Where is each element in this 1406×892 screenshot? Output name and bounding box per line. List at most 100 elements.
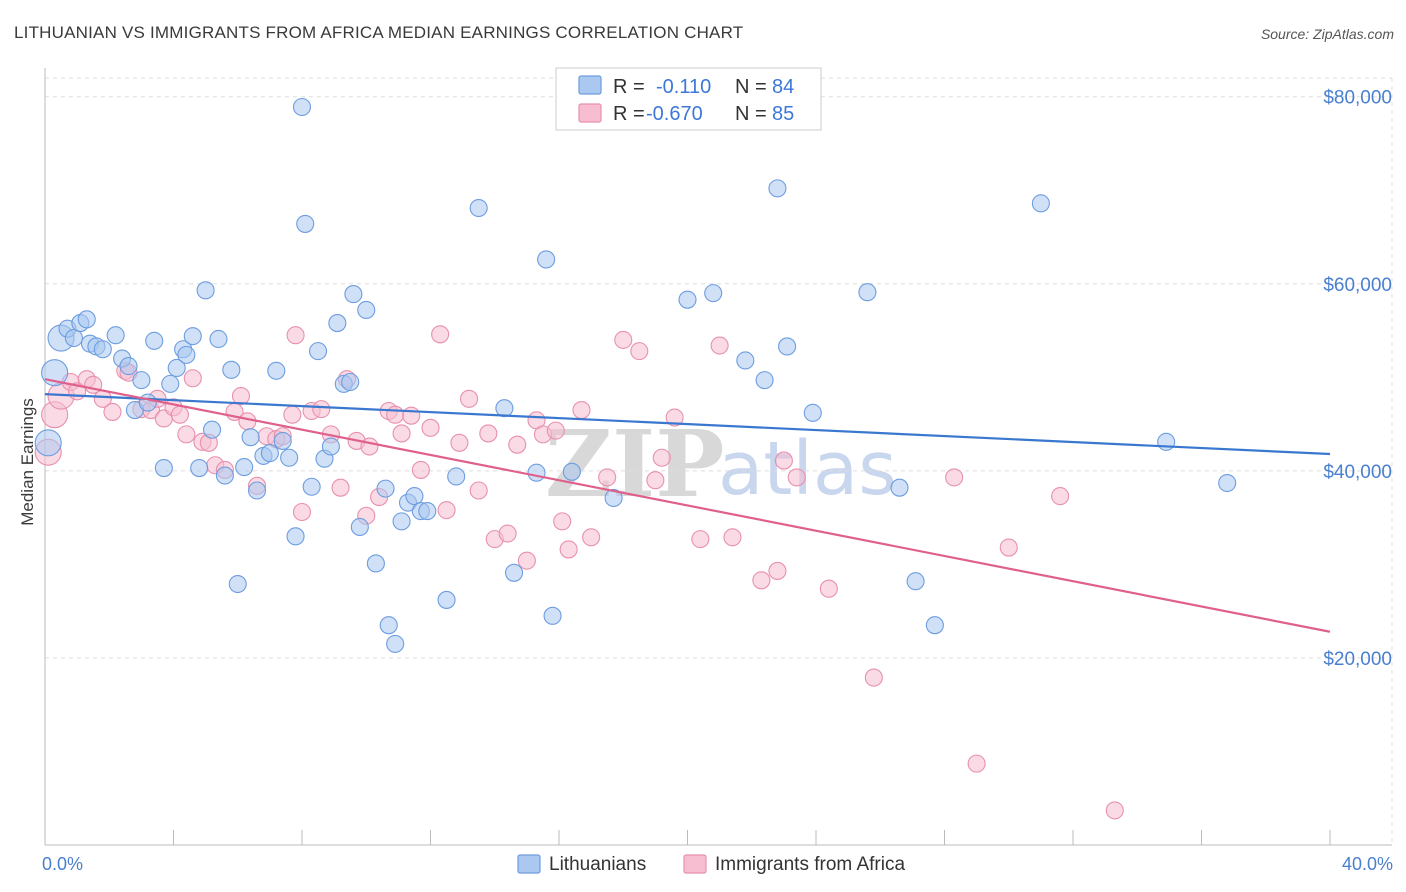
lithuanians-point-26 xyxy=(209,329,228,349)
source-label: Source: ZipAtlas.com xyxy=(1261,26,1394,42)
lithuanians-point-61 xyxy=(447,467,466,486)
lithuanians-point-6 xyxy=(77,310,96,329)
lithuanians-point-19 xyxy=(167,358,186,378)
immigrants-point-16 xyxy=(170,405,189,424)
immigrants-point-69 xyxy=(652,448,671,467)
lithuanians-point-4 xyxy=(64,328,83,348)
lithuanians-point-78 xyxy=(890,478,909,497)
legend-n-value-2: 85 xyxy=(772,103,794,125)
immigrants-point-8 xyxy=(103,402,122,421)
trend-line-immigrants xyxy=(44,378,1331,633)
legend-r-value-1: -0.110 xyxy=(656,76,711,98)
watermark-atlas: atlas xyxy=(718,426,897,512)
legend-swatch-lithuanians xyxy=(578,75,602,95)
immigrants-point-52 xyxy=(469,481,488,500)
lithuanians-point-17 xyxy=(154,458,173,478)
lithuanians-point-28 xyxy=(222,360,241,379)
immigrants-point-76 xyxy=(774,451,793,470)
immigrants-point-71 xyxy=(691,530,710,549)
immigrants-point-17 xyxy=(177,425,196,444)
immigrants-point-53 xyxy=(479,424,498,443)
lithuanians-point-62 xyxy=(469,198,488,218)
lithuanians-point-63 xyxy=(495,399,514,418)
lithuanians-point-37 xyxy=(280,448,299,467)
lithuanians-point-57 xyxy=(405,487,424,506)
chart-title: LITHUANIAN VS IMMIGRANTS FROM AFRICA MED… xyxy=(14,23,743,42)
lithuanians-point-83 xyxy=(1218,473,1237,493)
lithuanians-point-71 xyxy=(704,284,723,303)
lithuanians-point-44 xyxy=(321,437,340,456)
immigrants-point-77 xyxy=(787,468,806,487)
y-tick-label-1: $40,000 xyxy=(1323,462,1392,483)
immigrants-point-79 xyxy=(864,668,883,687)
y-axis-label: Median Earnings xyxy=(18,398,37,526)
immigrants-point-65 xyxy=(598,468,617,487)
immigrants-point-25 xyxy=(238,412,257,431)
y-tick-labels: $20,000 $40,000 $60,000 $80,000 xyxy=(1323,88,1392,670)
lithuanians-point-10 xyxy=(106,326,125,345)
immigrants-point-68 xyxy=(646,471,665,490)
lithuanians-point-82 xyxy=(1157,432,1176,451)
bottom-legend-swatch-immigrants xyxy=(683,854,707,874)
lithuanians-point-21 xyxy=(177,345,196,364)
immigrants-point-51 xyxy=(459,389,479,408)
immigrants-point-49 xyxy=(437,501,456,520)
immigrants-point-75 xyxy=(768,561,787,580)
lithuanians-point-40 xyxy=(296,214,315,233)
lithuanians-point-25 xyxy=(203,420,222,439)
lithuanians-point-30 xyxy=(235,458,254,477)
immigrants-point-48 xyxy=(431,325,450,344)
immigrants-point-24 xyxy=(231,386,251,406)
lithuanians-point-32 xyxy=(247,481,267,500)
immigrants-point-67 xyxy=(630,342,649,361)
lithuanians-point-12 xyxy=(119,357,138,376)
lithuanians-point-14 xyxy=(132,371,151,390)
immigrants-point-47 xyxy=(421,418,440,437)
lithuanians-point-15 xyxy=(138,393,157,412)
y-tick-label-0: $20,000 xyxy=(1323,649,1392,670)
legend-r-label-2: R = xyxy=(613,103,645,125)
immigrants-point-72 xyxy=(710,336,729,355)
lithuanians-point-75 xyxy=(778,337,797,356)
legend-n-label-1: N = xyxy=(735,76,767,98)
legend-r-label-1: R = xyxy=(613,76,645,98)
immigrants-point-74 xyxy=(752,571,771,590)
series-lithuanians-points xyxy=(34,97,1237,653)
y-tick-label-3: $80,000 xyxy=(1323,88,1392,109)
lithuanians-point-42 xyxy=(309,342,328,361)
immigrants-point-80 xyxy=(945,468,964,487)
lithuanians-point-74 xyxy=(768,179,787,198)
lithuanians-point-16 xyxy=(145,331,164,350)
y-tick-label-2: $60,000 xyxy=(1323,275,1392,296)
immigrants-point-34 xyxy=(312,400,331,419)
immigrants-point-60 xyxy=(546,421,565,440)
lithuanians-point-29 xyxy=(228,574,247,594)
lithuanians-point-76 xyxy=(803,403,822,422)
series-immigrants-points xyxy=(34,325,1124,820)
trend-line-lithuanians xyxy=(44,393,1331,456)
lithuanians-point-50 xyxy=(357,300,376,320)
immigrants-point-40 xyxy=(360,437,379,456)
lithuanians-point-60 xyxy=(437,590,456,609)
lithuanians-point-51 xyxy=(366,554,385,573)
immigrants-point-44 xyxy=(392,424,411,443)
lithuanians-point-45 xyxy=(328,314,347,333)
lithuanians-point-35 xyxy=(267,361,286,380)
immigrants-point-18 xyxy=(183,369,202,388)
immigrants-point-36 xyxy=(331,478,350,497)
lithuanians-point-38 xyxy=(286,527,305,546)
bottom-legend-swatch-lithuanians xyxy=(517,854,541,874)
lithuanians-point-69 xyxy=(604,488,623,508)
immigrants-point-43 xyxy=(386,405,405,424)
immigrants-point-31 xyxy=(286,326,305,345)
immigrants-point-83 xyxy=(1051,487,1070,506)
legend-swatch-immigrants xyxy=(578,103,602,123)
lithuanians-point-64 xyxy=(504,563,524,582)
lithuanians-point-66 xyxy=(537,250,556,269)
lithuanians-point-49 xyxy=(350,517,369,537)
immigrants-point-32 xyxy=(292,502,312,522)
lithuanians-point-67 xyxy=(543,606,562,625)
immigrants-point-55 xyxy=(498,524,517,543)
lithuanians-point-59 xyxy=(418,502,437,521)
